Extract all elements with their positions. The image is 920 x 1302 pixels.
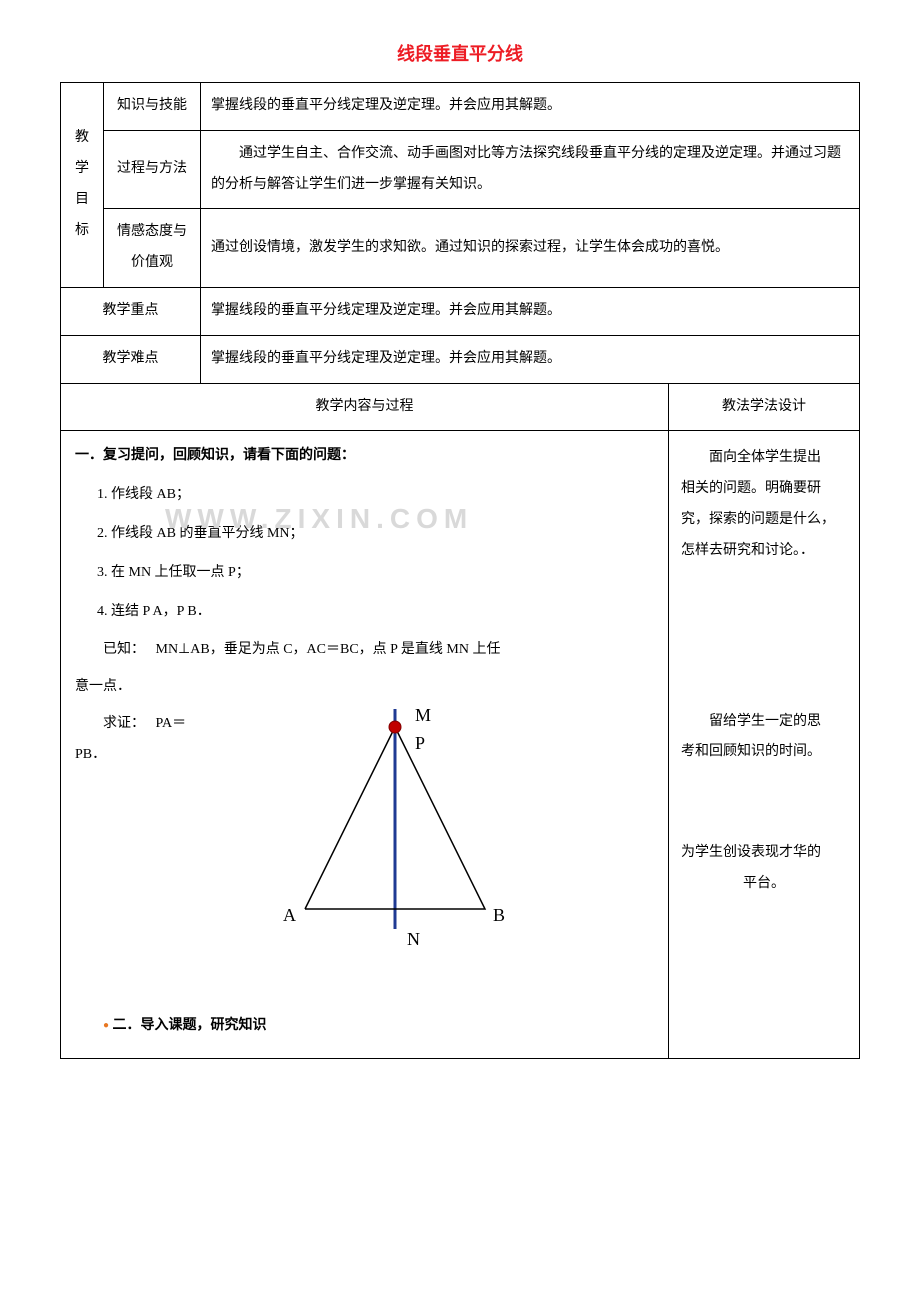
content-cell: 一．复习提问，回顾知识，请看下面的问题： WWW.ZIXIN.COM 作线段 A… bbox=[61, 431, 669, 1058]
goal-header-vertical: 教学目标 bbox=[61, 83, 104, 288]
method-p4: 怎样去研究和讨论。． bbox=[681, 536, 847, 567]
point-p-dot bbox=[389, 721, 401, 733]
section1-heading: 一．复习提问，回顾知识，请看下面的问题： bbox=[75, 441, 654, 472]
review-list: 作线段 AB； 作线段 AB 的垂直平分线 MN； 在 MN 上任取一点 P； … bbox=[111, 480, 654, 627]
col-left-header: 教学内容与过程 bbox=[61, 383, 669, 431]
method-cell: 面向全体学生提出 相关的问题。明确要研 究，探索的问题是什么， 怎样去研究和讨论… bbox=[669, 431, 860, 1058]
given-label: 已知： bbox=[103, 642, 145, 657]
method-p2: 相关的问题。明确要研 bbox=[681, 474, 847, 505]
section2-heading: ● 二．导入课题，研究知识 bbox=[75, 1011, 654, 1042]
label-a: A bbox=[283, 905, 296, 925]
list-item: 作线段 AB； bbox=[111, 480, 654, 511]
given-text-2: 意一点． bbox=[75, 672, 654, 703]
bullet-dot-icon: ● bbox=[103, 1020, 109, 1031]
keypoint-text: 掌握线段的垂直平分线定理及逆定理。并会应用其解题。 bbox=[200, 287, 859, 335]
lesson-table: 教学目标 知识与技能 掌握线段的垂直平分线定理及逆定理。并会应用其解题。 过程与… bbox=[60, 82, 860, 1059]
list-item: 作线段 AB 的垂直平分线 MN； bbox=[111, 519, 654, 550]
prove-label: 求证： bbox=[103, 716, 145, 731]
prove-line: 求证： PA＝PB． bbox=[75, 709, 215, 771]
difficulty-label: 教学难点 bbox=[61, 335, 201, 383]
keypoint-label: 教学重点 bbox=[61, 287, 201, 335]
label-m: M bbox=[415, 709, 431, 725]
method-p3: 究，探索的问题是什么， bbox=[681, 505, 847, 536]
method-p7: 为学生创设表现才华的 bbox=[681, 838, 847, 869]
goal-row-label-2: 情感态度与价值观 bbox=[104, 209, 201, 288]
goal-row-text-0: 掌握线段的垂直平分线定理及逆定理。并会应用其解题。 bbox=[200, 83, 859, 131]
list-item: 连结 P A，P B． bbox=[111, 597, 654, 628]
goal-row-label-1: 过程与方法 bbox=[104, 130, 201, 209]
goal-row-text-2: 通过创设情境，激发学生的求知欲。通过知识的探索过程，让学生体会成功的喜悦。 bbox=[200, 209, 859, 288]
method-p1: 面向全体学生提出 bbox=[681, 443, 847, 474]
label-b: B bbox=[493, 905, 505, 925]
page-title: 线段垂直平分线 bbox=[60, 40, 860, 66]
label-p: P bbox=[415, 733, 425, 753]
goal-row-text-1: 通过学生自主、合作交流、动手画图对比等方法探究线段垂直平分线的定理及逆定理。并通… bbox=[200, 130, 859, 209]
diagram-svg: M P A B N bbox=[265, 709, 535, 954]
given-line: 已知： MN⊥AB，垂足为点 C，AC＝BC，点 P 是直线 MN 上任 bbox=[75, 635, 654, 666]
label-n: N bbox=[407, 929, 420, 949]
method-p8: 平台。 bbox=[681, 869, 847, 900]
list-item: 在 MN 上任取一点 P； bbox=[111, 558, 654, 589]
method-p6: 考和回顾知识的时间。 bbox=[681, 737, 847, 768]
goal-row-label-0: 知识与技能 bbox=[104, 83, 201, 131]
given-text: MN⊥AB，垂足为点 C，AC＝BC，点 P 是直线 MN 上任 bbox=[156, 642, 501, 657]
col-right-header: 教法学法设计 bbox=[669, 383, 860, 431]
section2-heading-text: 二．导入课题，研究知识 bbox=[113, 1018, 267, 1033]
method-p5: 留给学生一定的思 bbox=[681, 707, 847, 738]
difficulty-text: 掌握线段的垂直平分线定理及逆定理。并会应用其解题。 bbox=[200, 335, 859, 383]
